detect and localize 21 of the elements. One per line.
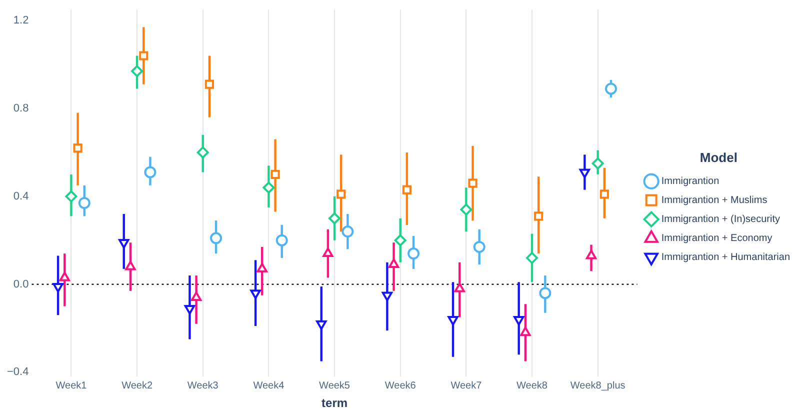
legend-label: Immigrantion + Muslims bbox=[661, 195, 768, 206]
y-tick-label: 1.2 bbox=[13, 14, 29, 27]
legend-label: Immigrantion + Humanitarian bbox=[661, 252, 790, 264]
x-tick-label: Week1 bbox=[56, 380, 88, 392]
legend-label: Immigrantion bbox=[661, 176, 720, 188]
x-tick-label: Week8 bbox=[516, 380, 548, 392]
y-tick-label: 0.0 bbox=[13, 278, 29, 290]
x-tick-label: Week5 bbox=[319, 380, 350, 392]
x-tick-label: Week3 bbox=[187, 380, 219, 392]
y-tick-label: 0.4 bbox=[13, 190, 29, 202]
x-tick-label: Week6 bbox=[384, 380, 416, 392]
legend-label: Immigrantion + (In)security bbox=[661, 214, 780, 226]
x-tick-label: Week2 bbox=[122, 380, 153, 392]
x-tick-label: Week7 bbox=[450, 380, 482, 392]
x-tick-label: Week4 bbox=[253, 380, 285, 392]
legend-label: Immigrantion + Economy bbox=[661, 233, 772, 244]
x-tick-label: Week8_plus bbox=[570, 380, 626, 392]
x-axis-title: term bbox=[322, 396, 348, 410]
y-tick-label: −0.4 bbox=[6, 366, 29, 378]
y-tick-label: 0.8 bbox=[13, 102, 29, 115]
legend-title: Model bbox=[700, 150, 738, 165]
